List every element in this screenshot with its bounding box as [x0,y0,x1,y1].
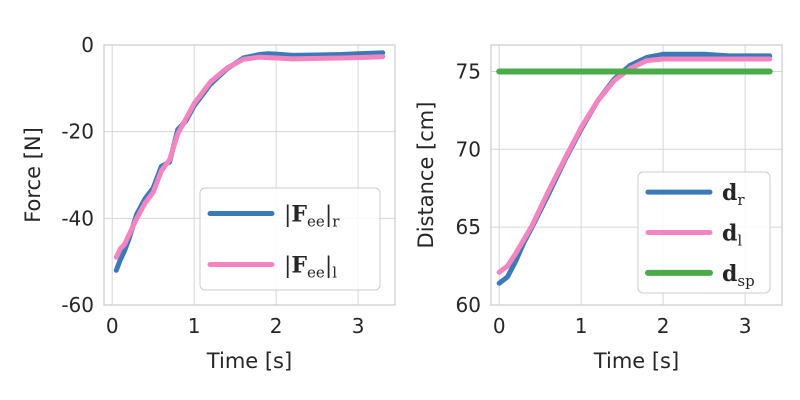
y-tick-label: 60 [456,293,481,317]
y-tick-label: 65 [456,215,481,239]
x-tick-label: 1 [188,314,201,338]
y-tick-label: -40 [61,206,94,230]
legend: |Fee|r |Fee|l [199,187,381,291]
legend-label: dr [722,180,745,209]
legend-label: |Fee|l [284,253,337,282]
y-tick-label: 0 [81,33,94,57]
x-axis-label: Time [s] [206,349,292,373]
legend-label: |Fee|r [284,202,340,231]
series-line-feel [113,54,386,260]
series-line-dl [496,56,773,275]
y-axis-label: Force [N] [21,127,45,223]
y-tick-label: 70 [456,137,481,161]
distance-chart: 0 1 2 3 60 65 70 75 Time [s] Distance [cm] dr dl dsp [414,44,783,373]
legend: dr dl dsp [637,171,771,294]
x-tick-label: 0 [493,314,506,338]
legend-label: dl [722,221,742,250]
x-tick-label: 3 [352,314,365,338]
y-tick-label: 75 [456,59,481,83]
x-tick-label: 2 [657,314,670,338]
y-tick-label: -60 [61,293,94,317]
legend-label: dsp [722,261,755,290]
plot-frame [490,44,783,306]
x-axis-label: Time [s] [593,349,679,373]
plot-frame [103,44,396,306]
x-tick-label: 2 [270,314,283,338]
y-axis-label: Distance [cm] [414,102,438,249]
y-tick-label: -20 [61,120,94,144]
x-tick-label: 0 [106,314,119,338]
x-tick-label: 3 [739,314,752,338]
x-tick-label: 1 [575,314,588,338]
